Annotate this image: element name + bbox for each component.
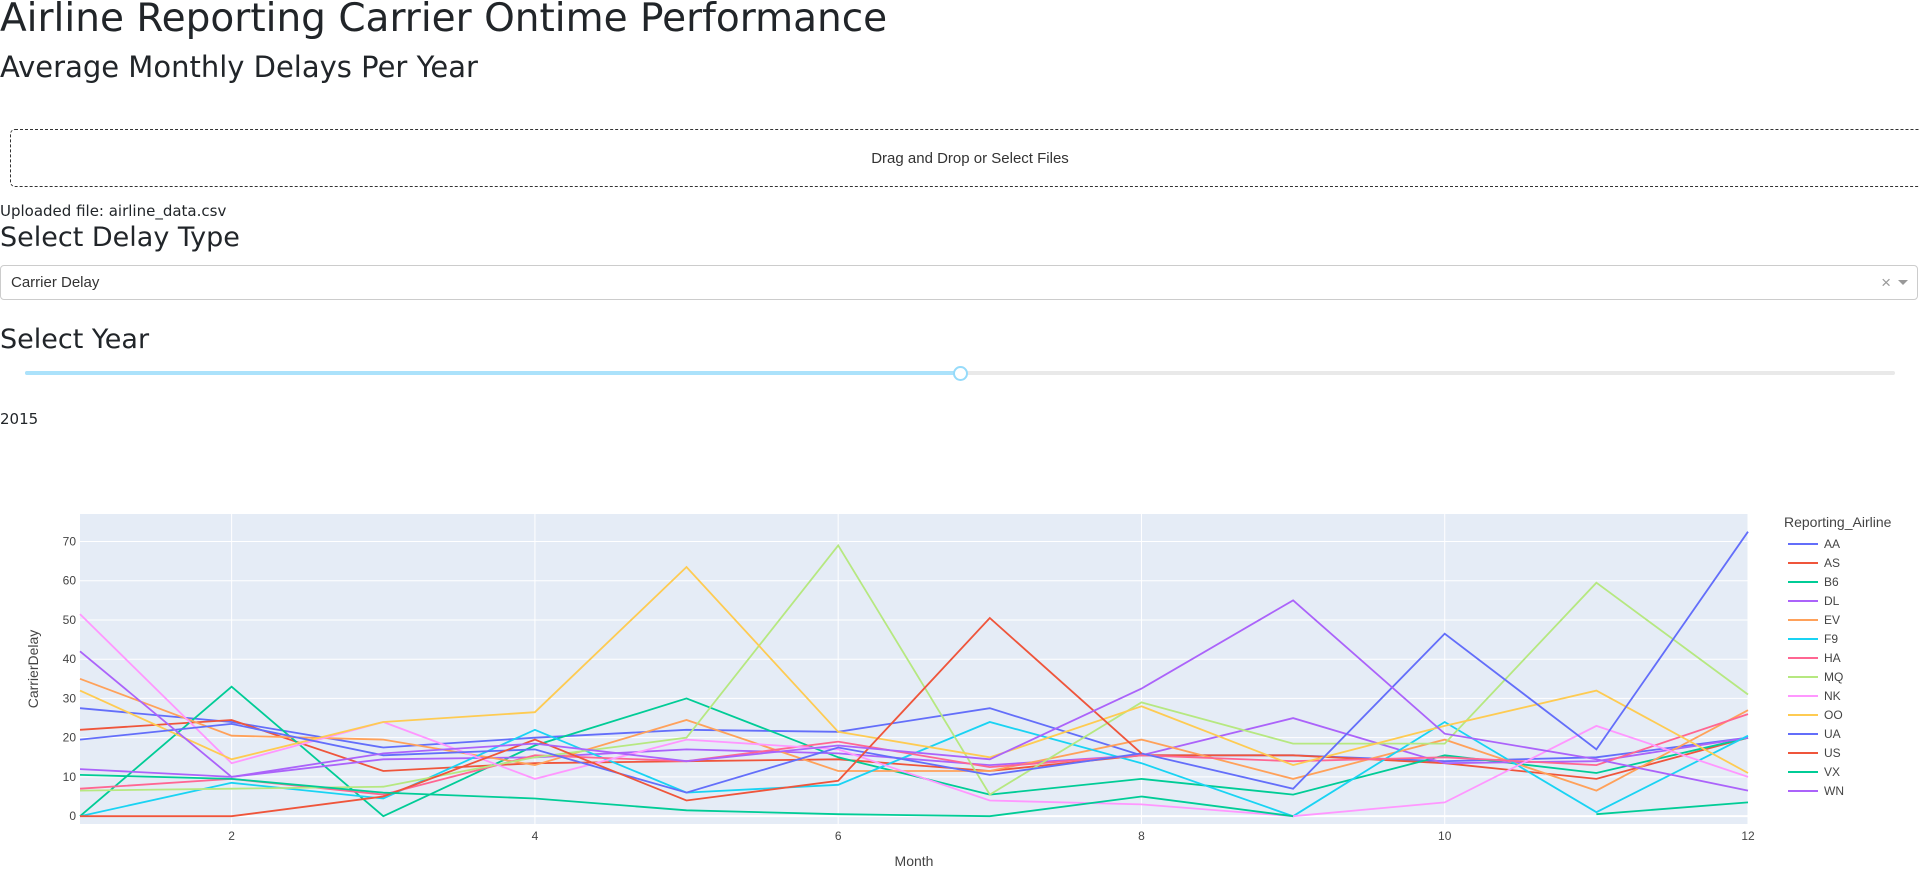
series-line-dl [79, 717, 1749, 778]
x-tick-label: 2 [228, 829, 235, 843]
legend-label-nk: NK [1824, 689, 1841, 703]
legend-label-ev: EV [1824, 613, 1840, 627]
series-line-mq [79, 543, 1749, 796]
x-tick-label: 8 [1138, 829, 1145, 843]
year-slider-handle[interactable] [953, 366, 968, 381]
x-tick-label: 6 [835, 829, 842, 843]
series-line-us [80, 616, 1143, 818]
legend-title: Reporting_Airline [1784, 514, 1892, 530]
series-line-vx [1596, 801, 1749, 816]
uploaded-file-text: Uploaded file: airline_data.csv [0, 202, 227, 220]
y-axis-label: CarrierDelay [25, 630, 41, 709]
x-tick-label: 4 [532, 829, 539, 843]
upload-label: Drag and Drop or Select Files [871, 149, 1069, 167]
series-line-oo [79, 565, 1749, 774]
y-tick-label: 0 [69, 809, 76, 823]
legend-label-dl: DL [1824, 594, 1840, 608]
y-tick-label: 70 [63, 534, 77, 548]
page-subtitle: Average Monthly Delays Per Year [0, 50, 478, 84]
legend-label-ua: UA [1824, 727, 1841, 741]
series-line-aa [79, 707, 1749, 763]
delay-type-heading: Select Delay Type [0, 222, 240, 253]
x-tick-label: 10 [1438, 829, 1452, 843]
legend-label-wn: WN [1824, 784, 1844, 798]
series-line-f9 [79, 720, 1749, 818]
year-heading: Select Year [0, 324, 150, 355]
series-line-vx [79, 774, 1294, 818]
y-tick-label: 40 [63, 652, 77, 666]
file-upload-dropzone[interactable]: Drag and Drop or Select Files [10, 129, 1920, 187]
series-line-ha [79, 713, 1749, 796]
delay-type-dropdown[interactable]: Carrier Delay × [0, 265, 1918, 300]
y-tick-label: 10 [63, 770, 77, 784]
series-line-ev [79, 677, 1749, 792]
y-tick-label: 20 [63, 731, 77, 745]
y-tick-label: 60 [63, 574, 77, 588]
legend-label-vx: VX [1824, 765, 1840, 779]
page-title: Airline Reporting Carrier Ontime Perform… [0, 0, 888, 41]
selected-year-value: 2015 [0, 410, 39, 428]
year-slider-fill [25, 371, 960, 375]
clear-icon[interactable]: × [1881, 273, 1891, 292]
legend-label-oo: OO [1824, 708, 1843, 722]
legend-label-b6: B6 [1824, 575, 1839, 589]
x-tick-label: 12 [1741, 829, 1755, 843]
legend-label-as: AS [1824, 556, 1840, 570]
legend-label-ha: HA [1824, 651, 1841, 665]
x-axis-label: Month [895, 853, 934, 869]
series-line-wn [79, 599, 1749, 792]
series-line-ua [79, 531, 1749, 794]
delay-type-selected-value: Carrier Delay [11, 274, 100, 291]
legend-label-us: US [1824, 746, 1841, 760]
legend-label-mq: MQ [1824, 670, 1843, 684]
y-tick-label: 50 [63, 613, 77, 627]
delay-line-chart: 0 10 20 30 40 50 60 70 2 4 6 8 10 12 Month CarrierDelay… [25, 514, 1892, 869]
legend-label-aa: AA [1824, 537, 1840, 551]
chevron-down-icon[interactable] [1898, 280, 1908, 285]
legend-label-f9: F9 [1824, 632, 1838, 646]
y-tick-label: 30 [63, 691, 77, 705]
